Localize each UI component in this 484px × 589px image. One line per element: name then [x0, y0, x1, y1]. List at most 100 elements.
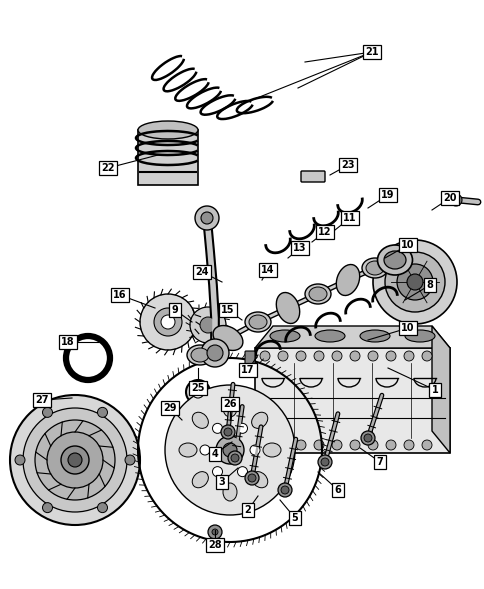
- Circle shape: [47, 432, 103, 488]
- Circle shape: [224, 428, 231, 436]
- Circle shape: [421, 440, 431, 450]
- Circle shape: [97, 408, 107, 418]
- Circle shape: [237, 423, 247, 434]
- Text: 27: 27: [35, 395, 49, 405]
- Circle shape: [313, 440, 323, 450]
- Circle shape: [223, 443, 237, 457]
- Circle shape: [227, 451, 242, 465]
- Circle shape: [313, 351, 323, 361]
- Circle shape: [212, 423, 222, 434]
- FancyBboxPatch shape: [244, 351, 255, 375]
- Text: 5: 5: [291, 513, 298, 523]
- Text: 22: 22: [101, 163, 115, 173]
- Circle shape: [43, 502, 52, 512]
- Ellipse shape: [192, 472, 208, 488]
- Ellipse shape: [314, 330, 344, 342]
- Text: 24: 24: [195, 267, 208, 277]
- Circle shape: [349, 351, 359, 361]
- Circle shape: [421, 351, 431, 361]
- Polygon shape: [255, 326, 449, 348]
- Ellipse shape: [404, 330, 434, 342]
- Text: 1: 1: [431, 385, 438, 395]
- Text: 19: 19: [380, 190, 394, 200]
- Circle shape: [367, 440, 377, 450]
- Ellipse shape: [262, 443, 280, 457]
- Ellipse shape: [187, 345, 212, 365]
- Circle shape: [259, 351, 270, 361]
- Text: 14: 14: [261, 265, 274, 275]
- Circle shape: [360, 431, 374, 445]
- Circle shape: [200, 212, 212, 224]
- Circle shape: [403, 351, 413, 361]
- Circle shape: [244, 471, 258, 485]
- FancyBboxPatch shape: [255, 348, 449, 453]
- Text: 8: 8: [426, 280, 433, 290]
- Circle shape: [190, 307, 226, 343]
- Ellipse shape: [270, 330, 300, 342]
- Circle shape: [320, 458, 328, 466]
- Circle shape: [212, 466, 222, 477]
- Circle shape: [192, 386, 204, 398]
- Circle shape: [249, 445, 259, 455]
- Circle shape: [199, 445, 210, 455]
- Circle shape: [199, 317, 215, 333]
- Circle shape: [10, 395, 140, 525]
- Ellipse shape: [308, 287, 326, 301]
- Text: 25: 25: [191, 383, 204, 393]
- Text: 29: 29: [163, 403, 176, 413]
- Ellipse shape: [377, 245, 412, 275]
- Circle shape: [396, 264, 432, 300]
- FancyBboxPatch shape: [138, 130, 197, 185]
- Circle shape: [140, 294, 196, 350]
- Text: 7: 7: [376, 457, 382, 467]
- Circle shape: [403, 440, 413, 450]
- Circle shape: [195, 206, 219, 230]
- Ellipse shape: [276, 293, 299, 323]
- Circle shape: [208, 525, 222, 539]
- Circle shape: [35, 420, 115, 500]
- Circle shape: [295, 440, 305, 450]
- Circle shape: [385, 440, 395, 450]
- Circle shape: [23, 408, 127, 512]
- Ellipse shape: [212, 326, 242, 350]
- Circle shape: [125, 455, 135, 465]
- Circle shape: [215, 436, 243, 464]
- Text: 21: 21: [364, 47, 378, 57]
- Circle shape: [247, 474, 256, 482]
- Circle shape: [165, 385, 294, 515]
- Text: 18: 18: [61, 337, 75, 347]
- Circle shape: [97, 502, 107, 512]
- Ellipse shape: [223, 399, 237, 417]
- Text: 15: 15: [221, 305, 234, 315]
- Ellipse shape: [359, 330, 389, 342]
- Text: 10: 10: [400, 240, 414, 250]
- Text: 17: 17: [241, 365, 254, 375]
- Text: 26: 26: [223, 399, 236, 409]
- Ellipse shape: [304, 284, 330, 304]
- Circle shape: [277, 440, 287, 450]
- Circle shape: [15, 455, 25, 465]
- Ellipse shape: [223, 483, 237, 501]
- Circle shape: [277, 351, 287, 361]
- Circle shape: [259, 440, 270, 450]
- Circle shape: [61, 446, 89, 474]
- Ellipse shape: [192, 412, 208, 428]
- Text: 4: 4: [211, 449, 218, 459]
- Text: 28: 28: [208, 540, 221, 550]
- Circle shape: [221, 425, 235, 439]
- Circle shape: [332, 440, 341, 450]
- Ellipse shape: [365, 261, 383, 275]
- Text: 2: 2: [244, 505, 251, 515]
- Circle shape: [207, 345, 223, 361]
- Circle shape: [384, 252, 444, 312]
- Text: 23: 23: [341, 160, 354, 170]
- Circle shape: [385, 351, 395, 361]
- Ellipse shape: [383, 251, 405, 269]
- Circle shape: [230, 454, 239, 462]
- Circle shape: [277, 483, 291, 497]
- Ellipse shape: [251, 472, 267, 488]
- Ellipse shape: [191, 348, 209, 362]
- Text: 10: 10: [400, 323, 414, 333]
- Circle shape: [332, 351, 341, 361]
- Ellipse shape: [179, 443, 197, 457]
